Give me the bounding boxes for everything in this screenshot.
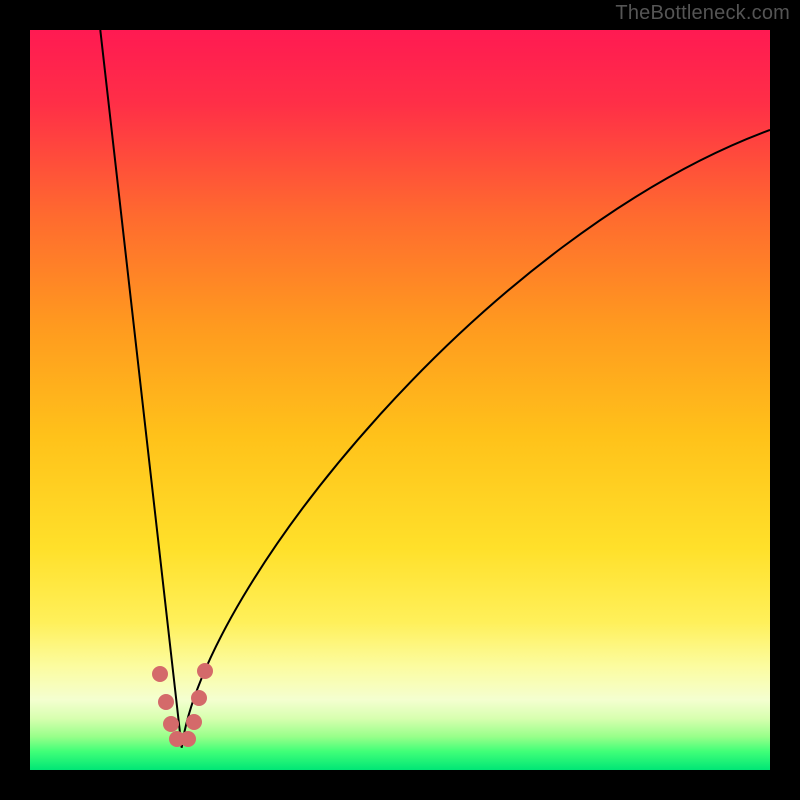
curve-marker (152, 666, 168, 682)
curve-marker (197, 663, 213, 679)
plot-area (30, 30, 770, 770)
curve-marker (191, 690, 207, 706)
bottleneck-curve-svg (30, 30, 770, 770)
curve-marker (180, 731, 196, 747)
attribution-text: TheBottleneck.com (615, 2, 790, 25)
curve-marker (163, 716, 179, 732)
curve-marker (158, 694, 174, 710)
curve-marker (186, 714, 202, 730)
bottleneck-curve (100, 30, 770, 748)
